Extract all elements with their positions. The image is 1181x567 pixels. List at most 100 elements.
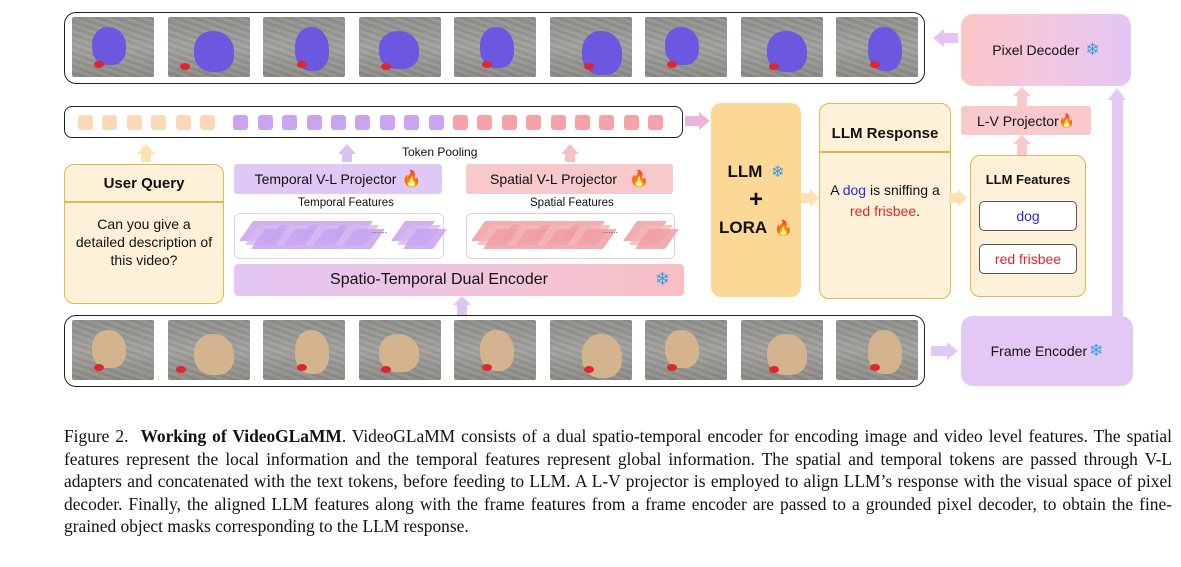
fire-icon: 🔥 (401, 171, 422, 188)
snowflake-icon: ❄ (654, 269, 670, 289)
video-frame (358, 320, 441, 380)
user-query-divider (65, 201, 223, 203)
user-query-text: Can you give a detailed description of t… (75, 215, 213, 268)
arrow-frame-encoder-to-decoder (1112, 100, 1123, 316)
response-prefix: A (830, 181, 839, 198)
text-token (200, 115, 215, 130)
masked-video-frame (358, 17, 441, 77)
arrow-lv-to-decoder (1017, 96, 1027, 106)
video-frame (454, 320, 536, 380)
arrow-response-to-features (949, 193, 959, 203)
masked-video-frame (836, 17, 918, 77)
frisbee (768, 366, 779, 373)
dog (665, 330, 699, 368)
fire-icon: 🔥 (629, 171, 650, 188)
llm-response-box: LLM Response A dog is sniffing a red fri… (819, 103, 951, 299)
arrow-head (933, 29, 944, 47)
caption-body: . VideoGLaMM consists of a dual spatio-t… (64, 426, 1172, 537)
frisbee (583, 366, 594, 373)
spatial-token (501, 115, 517, 130)
spatial-features-ellipsis: ...... (603, 225, 619, 235)
arrow-head (1013, 135, 1031, 144)
arrow-query-up (141, 154, 151, 162)
frisbee (380, 63, 391, 70)
dog-mask (378, 31, 419, 69)
temporal-projector: Temporal V-L Projector 🔥 (234, 164, 442, 194)
dog-mask (193, 31, 234, 72)
arrow-head (1013, 87, 1031, 96)
frisbee (94, 364, 104, 371)
frisbee (482, 364, 492, 371)
temporal-token (379, 115, 395, 130)
temporal-token (428, 115, 444, 130)
text-token (175, 115, 191, 130)
arrow-decoder-to-output (944, 33, 958, 43)
frisbee (482, 61, 492, 68)
frisbee (870, 364, 880, 371)
video-frame (836, 320, 918, 380)
temporal-features-ellipsis: ...... (372, 225, 388, 235)
masked-video-frame (645, 17, 727, 77)
caption-prefix: Figure 2. (64, 426, 129, 446)
video-frame (263, 320, 345, 380)
lv-projector-label: L-V Projector (977, 112, 1059, 129)
temporal-token (404, 115, 420, 130)
lora-label: LORA (719, 218, 767, 237)
frisbee (380, 366, 391, 373)
llm-response-divider (820, 151, 950, 153)
masked-video-frame (167, 17, 250, 77)
text-token (126, 115, 142, 130)
spatial-token (526, 115, 542, 130)
dog (193, 334, 234, 375)
llm-feature-item-dog: dog (979, 201, 1077, 231)
arrow-tokens-to-llm (685, 116, 699, 126)
response-suffix: . (916, 202, 921, 219)
dog-mask (92, 27, 126, 65)
llm-response-title: LLM Response (831, 125, 939, 142)
arrow-head (810, 189, 819, 207)
arrow-head (453, 296, 471, 305)
arrow-head (1108, 88, 1126, 100)
spatial-token (623, 115, 639, 130)
dual-encoder: Spatio-Temporal Dual Encoder ❄ (234, 264, 684, 296)
llm-features-box: LLM Features dog red frisbee (970, 155, 1086, 297)
spatial-token (477, 115, 493, 130)
pixel-decoder-label: Pixel Decoder (992, 42, 1080, 58)
pixel-decoder: Pixel Decoder ❄ (961, 14, 1131, 86)
frisbee (768, 63, 779, 70)
snowflake-icon: ❄ (771, 164, 785, 181)
dog (92, 330, 126, 368)
frisbee (667, 61, 677, 68)
dual-encoder-label: Spatio-Temporal Dual Encoder (330, 271, 548, 288)
temporal-projector-label: Temporal V-L Projector (254, 171, 397, 187)
lv-projector: L-V Projector 🔥 (961, 106, 1091, 135)
plus-sign: + (748, 186, 763, 213)
frisbee (94, 61, 104, 68)
temporal-token (306, 115, 322, 130)
frisbee (179, 63, 190, 70)
temporal-token (257, 115, 273, 130)
frame-encoder-label: Frame Encoder (990, 343, 1088, 359)
spatial-token (575, 115, 590, 130)
snowflake-icon: ❄ (1085, 40, 1100, 59)
arrow-head (338, 144, 356, 154)
dog (378, 334, 419, 372)
arrow-head (699, 112, 710, 130)
video-frame (740, 320, 823, 380)
spatial-token (648, 115, 664, 130)
arrow-spatial-up (565, 154, 575, 162)
lora-row: LORA 🔥 (719, 218, 793, 238)
arrow-llm-to-response (801, 193, 811, 203)
spatial-token (550, 115, 566, 130)
masked-video-frame (454, 17, 536, 77)
dog-mask (665, 27, 699, 65)
spatial-token (453, 115, 468, 130)
arrow-features-to-lv (1017, 144, 1027, 155)
fire-icon: 🔥 (774, 220, 793, 237)
masked-video-frame (263, 17, 345, 77)
text-token (151, 115, 167, 130)
temporal-token (331, 115, 346, 130)
arrow-frames-to-encoder (457, 304, 467, 315)
arrow-temporal-up (342, 154, 352, 162)
spatial-projector-label: Spatial V-L Projector (489, 171, 618, 187)
